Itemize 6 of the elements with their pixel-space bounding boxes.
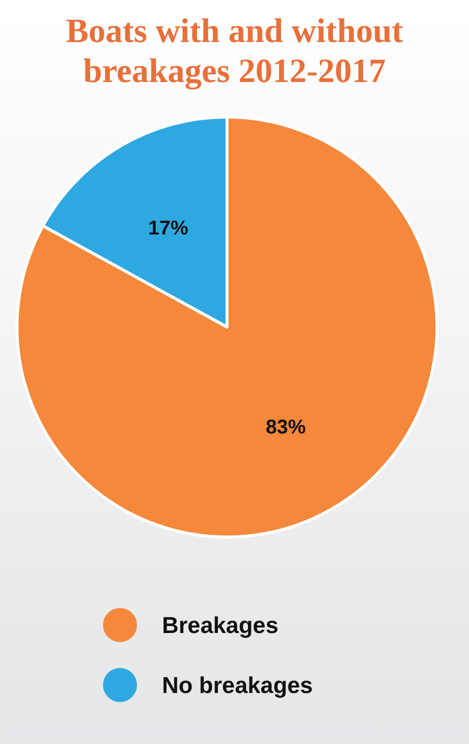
data-label: 83% (266, 416, 306, 438)
legend-label: No breakages (162, 672, 313, 698)
data-label: 17% (148, 218, 188, 240)
slice-label: Breakages (162, 612, 278, 638)
chart-title: Boats with and without breakages 2012-2017 (66, 13, 404, 90)
pie-slice (16, 116, 438, 538)
